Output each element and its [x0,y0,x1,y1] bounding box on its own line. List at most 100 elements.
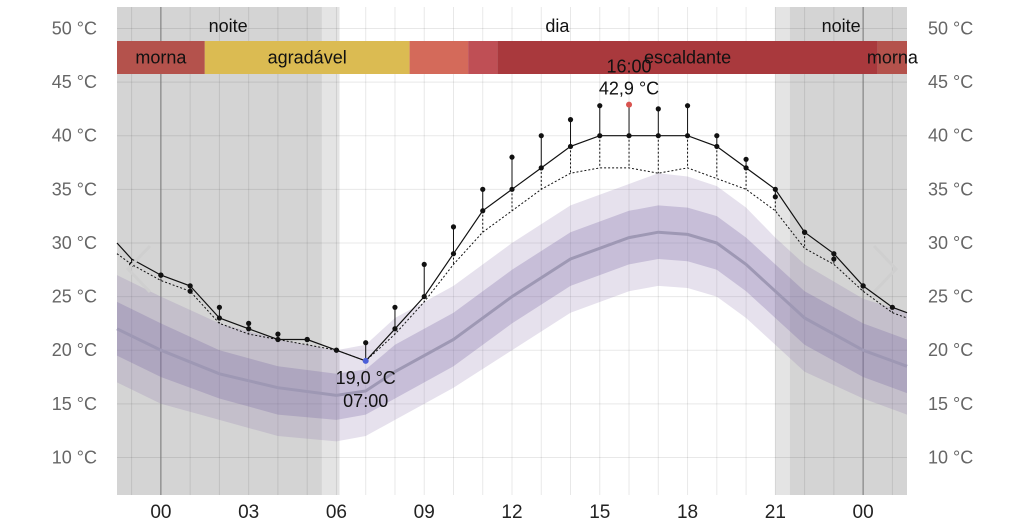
min-marker [362,357,369,364]
y-tick-label-left: 25 °C [52,287,97,307]
temperature-point [538,165,544,171]
feel-band-2 [409,41,469,74]
feels-like-point [597,103,603,109]
feels-like-point [275,331,281,337]
night-shade-2 [775,7,907,495]
feels-like-point [743,156,749,162]
grid-lines [117,7,907,495]
temperature-point [567,143,574,150]
night-shade-0 [117,7,340,495]
temperature-point [772,186,778,192]
y-tick-label-right: 35 °C [928,179,973,199]
y-tick-label-left: 40 °C [52,126,97,146]
x-axis: 00 03 06 09 12 15 18 21 00 [150,502,873,523]
temperature-point [597,133,603,139]
temperature-point [714,143,720,150]
feels-like-point [684,103,691,109]
x-tick-label: 18 [677,502,698,523]
x-tick-label: 09 [414,502,435,523]
navigation[interactable] [125,244,899,294]
y-tick-label-right: 30 °C [928,233,973,253]
temperature-point [421,293,427,300]
max-time-label: 16:00 [607,57,652,77]
feels-like-point [509,154,515,160]
day-night-label: noite [822,16,861,36]
max-value-label: 42,9 °C [599,79,659,99]
feel-band-label: agradável [268,48,347,68]
y-tick-label-left: 30 °C [52,233,97,253]
temperature-point [333,347,340,353]
previous-arrow-icon[interactable] [125,244,152,294]
next-arrow-icon[interactable] [872,244,899,294]
y-tick-label-left: 15 °C [52,394,97,414]
feel-band-label: morna [135,48,187,68]
feels-like-point [831,256,837,262]
temperature-point [158,272,164,278]
twilight-shade-1 [775,7,790,495]
y-tick-label-right: 50 °C [928,18,973,38]
temperature-point [860,283,866,289]
y-tick-label-right: 25 °C [928,287,973,307]
temperature-point [246,326,252,332]
temperature-point [655,133,661,139]
y-tick-label-right: 10 °C [928,447,973,467]
y-tick-label-right: 45 °C [928,72,973,92]
feels-like-point [480,186,486,192]
historical-inner-band [117,205,907,420]
x-tick-label: 03 [238,502,259,523]
max-marker [626,101,633,108]
temperature-point [275,336,281,343]
temperature-point [626,133,632,139]
feel-band-1 [204,41,410,74]
temperature-point [831,251,837,257]
y-tick-label-left: 50 °C [52,18,97,38]
temperature-point [304,336,310,343]
feels-like-point [246,320,252,326]
y-axis: 10 °C 10 °C 15 °C 15 °C 20 °C 20 °C 25 °C 25 °C… [52,18,973,467]
y-tick-label-right: 20 °C [928,340,973,360]
feels-like-point [772,194,778,200]
data-points [129,103,895,353]
min-value-label: 19,0 °C [336,368,396,388]
x-tick-label: 15 [589,502,610,523]
day-night-shading [117,7,907,495]
y-tick-label-right: 40 °C [928,126,973,146]
day-night-label: noite [209,16,248,36]
temperature-point [743,165,749,171]
temperature-point [187,283,193,289]
feels-like-point [567,117,574,123]
y-tick-label-left: 35 °C [52,179,97,199]
feels-like-point [216,304,223,310]
x-tick-label: 00 [150,502,171,523]
day-night-label: dia [545,16,570,36]
feel-band-4 [497,41,878,74]
min-time-label: 07:00 [343,391,388,411]
temperature-point [509,186,515,192]
feels-like-point [187,288,193,294]
y-tick-label-left: 10 °C [52,447,97,467]
y-tick-label-right: 15 °C [928,394,973,414]
y-tick-label-left: 45 °C [52,72,97,92]
feel-band-0 [117,41,205,74]
temperature-point [480,208,486,214]
temperature-point [216,315,223,321]
feel-bands: morna agradável escaldante morna [117,41,919,74]
feel-band-label: morna [867,48,919,68]
feel-band-label: escaldante [644,48,731,68]
temperature-point [450,251,457,257]
x-tick-label: 12 [501,502,522,523]
historical-average-line [116,230,908,397]
temperature-point [684,133,691,139]
feels-like-point [714,133,720,139]
feel-band-5 [877,41,907,74]
feels-like-point [889,304,895,310]
temperature-point [392,326,398,332]
twilight-shade-0 [321,7,340,495]
x-tick-label: 00 [853,502,874,523]
feels-like-point [392,304,398,310]
dotted-line [116,167,908,362]
feels-like-point [655,106,661,112]
x-tick-label: 21 [765,502,786,523]
